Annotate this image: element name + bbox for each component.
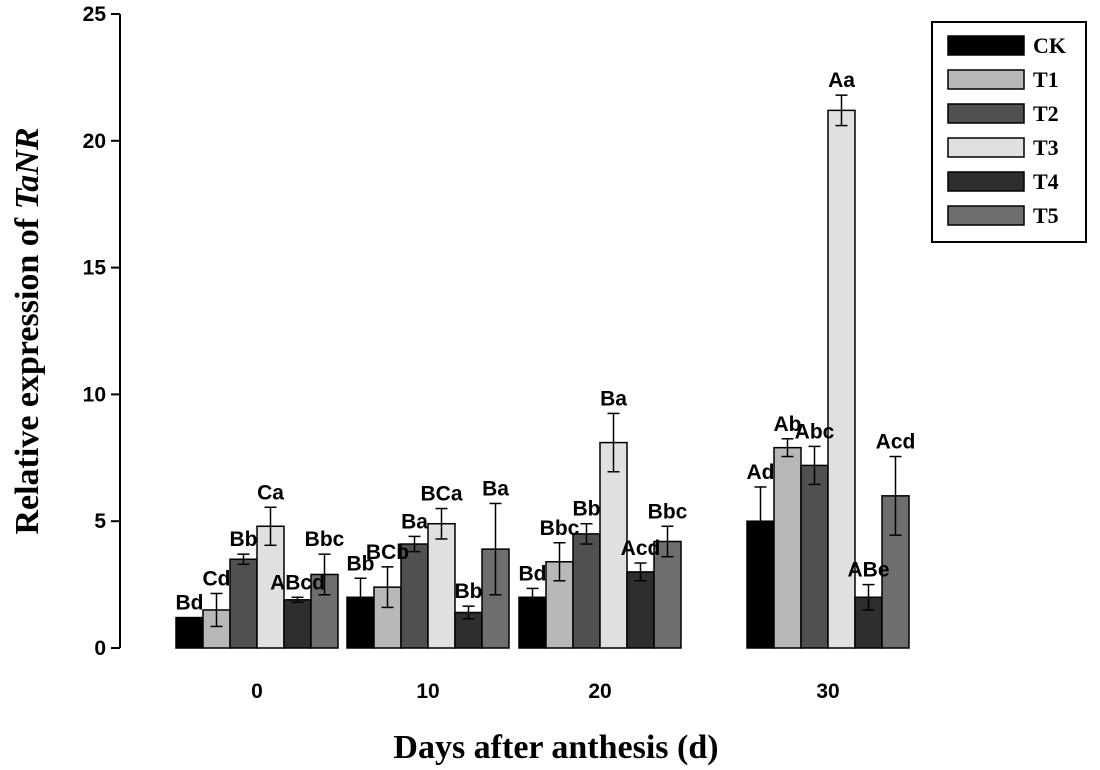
y-axis-title-gene: TaNR	[9, 127, 46, 209]
significance-label: Ba	[401, 510, 428, 533]
significance-label: Bd	[176, 592, 204, 615]
bar	[773, 446, 802, 649]
significance-label: Aa	[828, 69, 855, 92]
legend-swatch	[947, 69, 1025, 90]
bar-group	[346, 502, 510, 649]
y-tick-label: 10	[83, 383, 106, 406]
significance-label: Bbc	[648, 500, 688, 523]
significance-label: BCb	[366, 541, 409, 564]
significance-label: Bb	[573, 498, 601, 521]
bar-group	[518, 412, 682, 649]
x-tick-label: 30	[816, 680, 839, 703]
bar-layer	[175, 94, 910, 649]
y-tick-label: 25	[83, 3, 107, 26]
legend: CK T1 T2 T3 T4 T5	[931, 21, 1087, 243]
significance-label: Ab	[774, 413, 802, 436]
significance-label: Ad	[747, 461, 775, 484]
legend-item: T3	[947, 135, 1059, 160]
legend-item: T5	[947, 203, 1059, 228]
x-tick-label: 20	[588, 680, 611, 703]
bar	[427, 522, 456, 649]
legend-swatch	[947, 103, 1025, 124]
significance-label: Ca	[257, 481, 284, 504]
legend-item: T1	[947, 67, 1059, 92]
y-axis-title-prefix: Relative expression of	[9, 209, 46, 534]
y-tick-layer: 0 5 10 15 20 25	[83, 3, 120, 660]
bar	[572, 533, 601, 649]
x-axis-title: Days after anthesis (d)	[393, 729, 718, 766]
legend-swatch	[947, 35, 1025, 56]
significance-label: Ba	[600, 387, 627, 410]
legend-label: CK	[1033, 33, 1066, 58]
significance-label: Acd	[876, 431, 916, 454]
significance-label: Abc	[795, 420, 835, 443]
legend-item: CK	[947, 33, 1066, 58]
y-axis-title: Relative expression of TaNR	[9, 127, 46, 534]
significance-label: Bb	[455, 580, 483, 603]
bar	[229, 558, 258, 649]
significance-label: Bb	[347, 552, 375, 575]
significance-label: Ba	[482, 477, 509, 500]
significance-label-layer: BdCdBbCaABcdBbcBbBCbBaBCaBbBaBdBbcBbBaAc…	[176, 69, 916, 614]
significance-label: Bbc	[305, 528, 345, 551]
significance-label: Bb	[230, 528, 258, 551]
bar	[175, 616, 204, 649]
legend-item: T2	[947, 101, 1059, 126]
significance-label: Cd	[203, 567, 231, 590]
bar	[599, 441, 628, 649]
bar-group	[746, 94, 910, 649]
significance-label: Bd	[519, 562, 547, 585]
y-tick-label: 0	[94, 637, 106, 660]
significance-label: Acd	[621, 537, 661, 560]
significance-label: BCa	[420, 483, 462, 506]
bar	[283, 599, 312, 649]
legend-label: T4	[1033, 169, 1059, 194]
legend-label: T3	[1033, 135, 1059, 160]
bar	[400, 543, 429, 649]
y-tick-label: 15	[83, 257, 107, 280]
legend-swatch	[947, 137, 1025, 158]
bar	[800, 464, 829, 649]
significance-label: Bbc	[540, 517, 580, 540]
legend-label: T2	[1033, 101, 1059, 126]
x-tick-layer: 0 10 20 30	[251, 680, 840, 703]
legend-items: CK T1 T2 T3 T4 T5	[947, 33, 1066, 228]
significance-label: ABcd	[270, 571, 325, 594]
legend-label: T5	[1033, 203, 1059, 228]
legend-swatch	[947, 171, 1025, 192]
legend-item: T4	[947, 169, 1059, 194]
y-tick-label: 5	[94, 510, 106, 533]
x-tick-label: 0	[251, 680, 263, 703]
x-tick-label: 10	[416, 680, 439, 703]
legend-label: T1	[1033, 67, 1059, 92]
bar-group	[175, 506, 339, 649]
legend-swatch	[947, 205, 1025, 226]
y-tick-label: 20	[83, 130, 106, 153]
significance-label: ABe	[847, 559, 889, 582]
bar	[626, 571, 655, 649]
